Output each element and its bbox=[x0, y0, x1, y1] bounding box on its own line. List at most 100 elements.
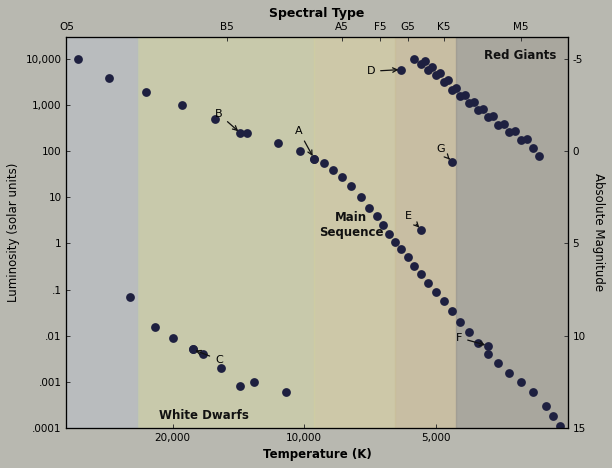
Point bbox=[464, 328, 474, 336]
Point bbox=[309, 155, 319, 162]
Point bbox=[455, 318, 465, 325]
Point bbox=[397, 246, 406, 253]
Point bbox=[403, 254, 412, 261]
Point bbox=[455, 92, 465, 100]
Point bbox=[378, 221, 388, 229]
Point bbox=[420, 58, 430, 65]
Point bbox=[483, 114, 493, 121]
Text: B: B bbox=[215, 109, 237, 130]
Text: E: E bbox=[405, 211, 419, 227]
Point bbox=[346, 182, 356, 190]
Text: A: A bbox=[295, 126, 312, 155]
Point bbox=[210, 116, 220, 123]
Point bbox=[528, 388, 538, 395]
Point bbox=[499, 120, 509, 127]
Point bbox=[516, 136, 526, 143]
Bar bbox=[66, 37, 138, 428]
Point bbox=[424, 279, 433, 286]
Point bbox=[447, 158, 457, 165]
Text: Red Giants: Red Giants bbox=[485, 49, 557, 62]
Point bbox=[242, 129, 252, 137]
Point bbox=[442, 77, 452, 84]
Point bbox=[488, 112, 498, 120]
Point bbox=[373, 212, 382, 219]
X-axis label: Spectral Type: Spectral Type bbox=[269, 7, 365, 20]
Point bbox=[216, 364, 226, 372]
Point bbox=[397, 66, 406, 73]
Point bbox=[282, 388, 291, 395]
Point bbox=[548, 412, 558, 420]
Point bbox=[504, 128, 514, 135]
Text: White Dwarfs: White Dwarfs bbox=[159, 410, 248, 423]
Point bbox=[427, 63, 437, 71]
Point bbox=[522, 135, 532, 142]
Point bbox=[451, 84, 461, 92]
Point bbox=[435, 69, 444, 77]
Point bbox=[424, 66, 433, 73]
Y-axis label: Luminosity (solar units): Luminosity (solar units) bbox=[7, 163, 20, 302]
Point bbox=[236, 382, 245, 390]
Point bbox=[460, 91, 469, 98]
Point bbox=[431, 72, 441, 79]
Point bbox=[168, 334, 177, 342]
Bar bbox=[314, 37, 395, 428]
Point bbox=[177, 102, 187, 109]
Point bbox=[337, 173, 347, 181]
Point bbox=[493, 359, 503, 367]
Point bbox=[504, 370, 514, 377]
Text: G: G bbox=[436, 145, 449, 159]
Point bbox=[469, 98, 479, 105]
Point bbox=[409, 262, 419, 270]
Point bbox=[409, 56, 419, 63]
Point bbox=[384, 230, 394, 238]
Bar bbox=[395, 37, 456, 428]
Point bbox=[447, 86, 457, 93]
Point bbox=[416, 226, 426, 234]
Point bbox=[431, 288, 441, 295]
Point bbox=[483, 350, 493, 358]
Text: Main
Sequence: Main Sequence bbox=[319, 211, 384, 239]
Text: D: D bbox=[367, 66, 397, 76]
Point bbox=[510, 127, 520, 135]
Point bbox=[125, 293, 135, 300]
X-axis label: Temperature (K): Temperature (K) bbox=[263, 448, 371, 461]
Point bbox=[555, 422, 565, 430]
Point bbox=[198, 350, 208, 358]
Point bbox=[464, 100, 474, 107]
Point bbox=[364, 204, 374, 212]
Text: F: F bbox=[456, 333, 484, 345]
Point bbox=[534, 152, 544, 160]
Point bbox=[447, 307, 457, 315]
Point bbox=[319, 160, 329, 167]
Point bbox=[296, 148, 305, 155]
Point bbox=[149, 324, 159, 331]
Point bbox=[273, 139, 283, 147]
Point bbox=[188, 346, 198, 353]
Point bbox=[309, 155, 319, 162]
Point bbox=[416, 270, 426, 278]
Point bbox=[250, 378, 259, 385]
Point bbox=[141, 88, 151, 95]
Bar bbox=[138, 37, 314, 428]
Point bbox=[416, 60, 426, 67]
Point bbox=[528, 144, 538, 152]
Point bbox=[541, 402, 551, 410]
Point bbox=[188, 346, 198, 353]
Point bbox=[478, 105, 488, 112]
Point bbox=[473, 339, 483, 346]
Text: C: C bbox=[196, 351, 223, 365]
Point bbox=[493, 121, 503, 128]
Point bbox=[439, 298, 449, 305]
Point bbox=[439, 78, 449, 86]
Y-axis label: Absolute Magnitude: Absolute Magnitude bbox=[592, 174, 605, 292]
Point bbox=[236, 129, 245, 137]
Point bbox=[483, 342, 493, 350]
Point bbox=[390, 238, 400, 245]
Point bbox=[357, 194, 367, 201]
Point bbox=[73, 56, 83, 63]
Point bbox=[104, 74, 114, 81]
Bar bbox=[456, 37, 567, 428]
Point bbox=[328, 166, 338, 174]
Point bbox=[473, 106, 483, 114]
Point bbox=[516, 378, 526, 385]
